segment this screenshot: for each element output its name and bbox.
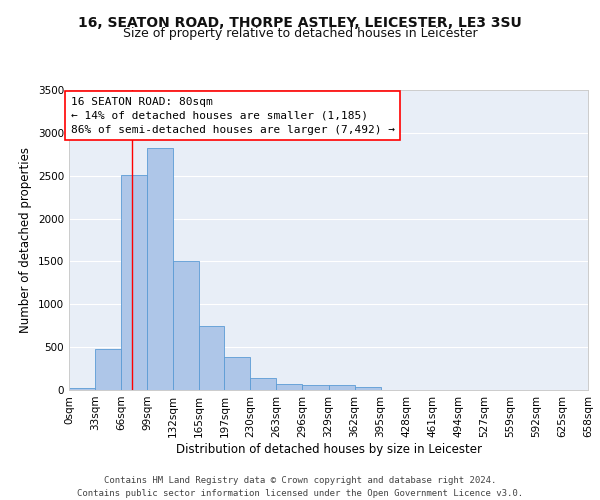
Text: 16, SEATON ROAD, THORPE ASTLEY, LEICESTER, LE3 3SU: 16, SEATON ROAD, THORPE ASTLEY, LEICESTE… (78, 16, 522, 30)
Bar (277, 384, 302, 390)
Text: 16 SEATON ROAD: 80sqm
← 14% of detached houses are smaller (1,185)
86% of semi-d: 16 SEATON ROAD: 80sqm ← 14% of detached … (71, 97, 395, 135)
Bar (250, 378, 277, 390)
Bar (95, 349, 121, 390)
Bar (147, 148, 173, 390)
Bar (329, 386, 355, 390)
Bar (224, 356, 250, 390)
Bar (69, 388, 95, 390)
Bar (121, 175, 147, 390)
Bar (173, 260, 199, 390)
Text: Size of property relative to detached houses in Leicester: Size of property relative to detached ho… (122, 28, 478, 40)
Y-axis label: Number of detached properties: Number of detached properties (19, 147, 32, 333)
Text: Contains HM Land Registry data © Crown copyright and database right 2024.
Contai: Contains HM Land Registry data © Crown c… (77, 476, 523, 498)
Bar (355, 388, 380, 390)
Bar (302, 386, 329, 390)
Bar (199, 326, 224, 390)
X-axis label: Distribution of detached houses by size in Leicester: Distribution of detached houses by size … (176, 442, 482, 456)
